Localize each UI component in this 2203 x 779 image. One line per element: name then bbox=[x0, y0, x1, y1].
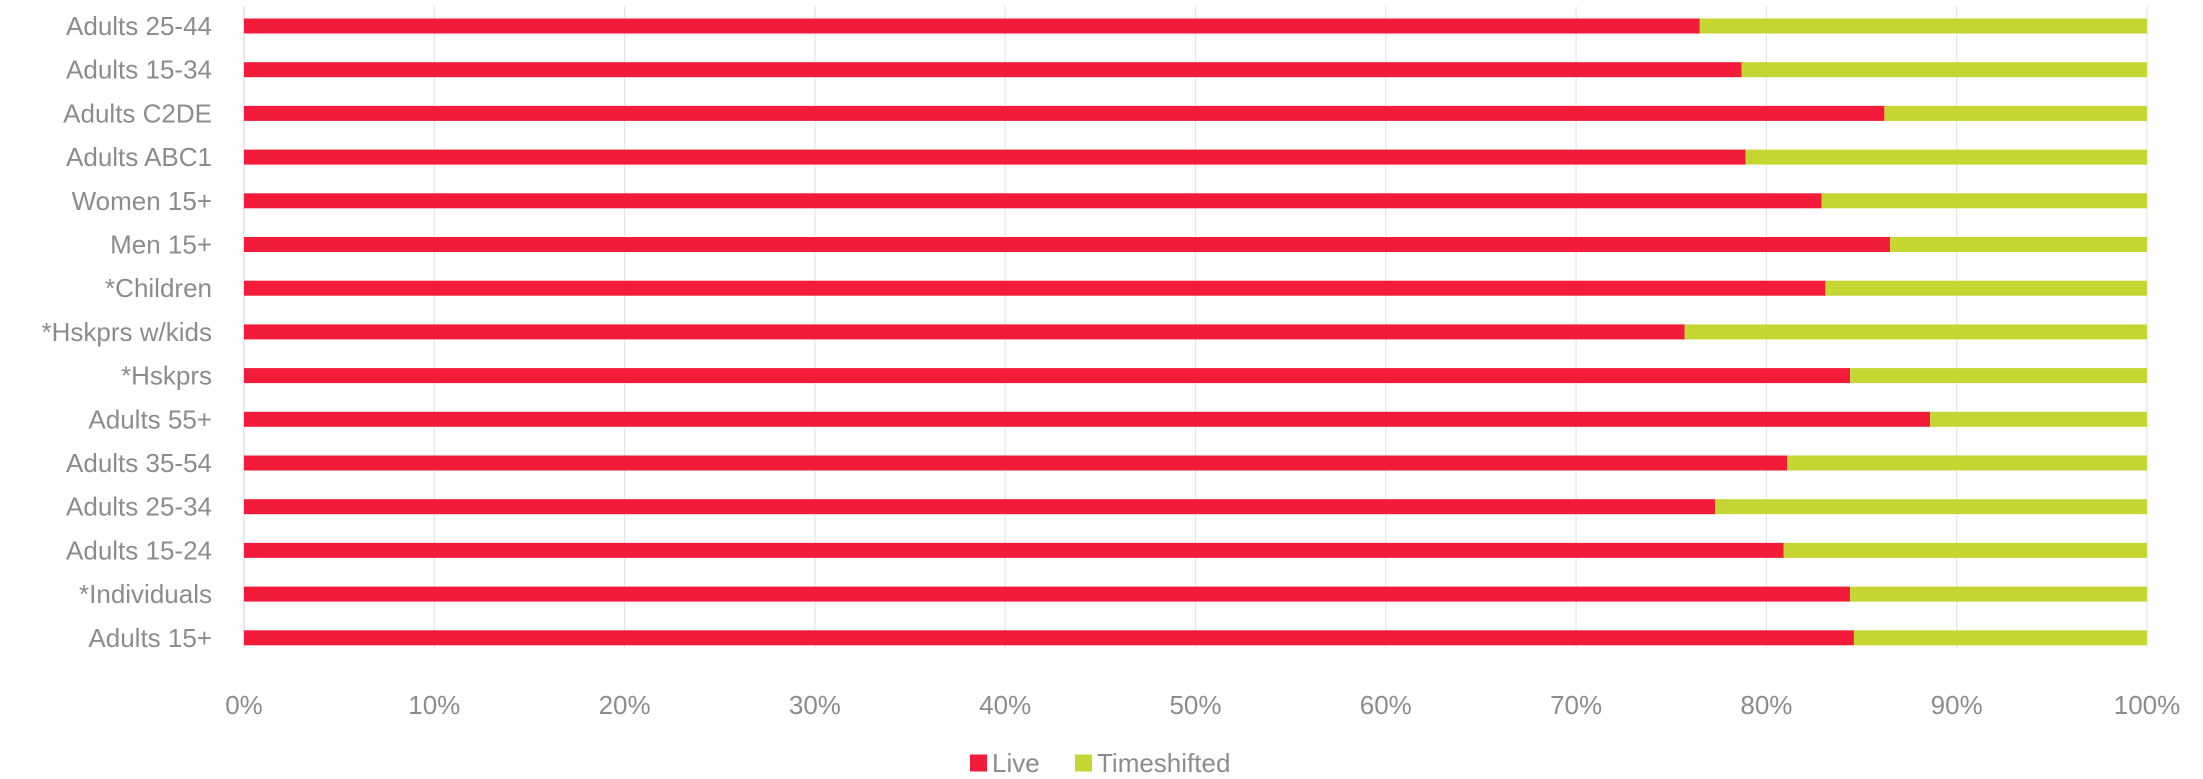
bar-live-2 bbox=[244, 105, 1885, 121]
category-label: *Hskprs bbox=[121, 361, 212, 391]
category-label: Women 15+ bbox=[72, 186, 212, 216]
bar-timeshifted-1 bbox=[1741, 62, 2147, 78]
legend: Live Timeshifted bbox=[970, 748, 1230, 778]
x-tick-label: 0% bbox=[225, 690, 263, 720]
category-label: Adults 35-54 bbox=[66, 448, 212, 478]
bar-live-3 bbox=[244, 149, 1746, 165]
bar-live-13 bbox=[244, 586, 1851, 602]
x-tick-label: 30% bbox=[789, 690, 841, 720]
category-label: Adults 15-24 bbox=[66, 535, 212, 565]
bar-timeshifted-8 bbox=[1850, 368, 2147, 384]
bar-live-10 bbox=[244, 455, 1788, 471]
legend-swatch bbox=[1075, 754, 1092, 772]
bar-live-8 bbox=[244, 368, 1851, 384]
category-label: *Individuals bbox=[79, 579, 212, 609]
x-tick-label: 90% bbox=[1931, 690, 1983, 720]
x-tick-label: 50% bbox=[1169, 690, 1221, 720]
bar-timeshifted-7 bbox=[1684, 324, 2147, 340]
x-tick-label: 100% bbox=[2114, 690, 2181, 720]
category-labels: Adults 25-44 Adults 15-34 Adults C2DE Adult… bbox=[42, 11, 212, 653]
bar-timeshifted-10 bbox=[1787, 455, 2147, 471]
bar-timeshifted-11 bbox=[1715, 499, 2147, 515]
bar-timeshifted-5 bbox=[1890, 237, 2147, 252]
bar-live-11 bbox=[244, 499, 1716, 515]
category-label: Adults 25-34 bbox=[66, 492, 212, 522]
bar-live-1 bbox=[244, 62, 1742, 78]
bar-live-14 bbox=[244, 630, 1854, 646]
category-label: Adults C2DE bbox=[63, 98, 212, 128]
x-tick-label: 70% bbox=[1550, 690, 1602, 720]
bar-timeshifted-2 bbox=[1884, 105, 2147, 121]
legend-item-live: Live bbox=[970, 748, 1040, 778]
x-tick-label: 80% bbox=[1740, 690, 1792, 720]
bar-live-7 bbox=[244, 324, 1685, 340]
category-label: Men 15+ bbox=[110, 230, 212, 260]
category-label: Adults ABC1 bbox=[66, 142, 212, 172]
legend-swatch bbox=[970, 754, 987, 772]
x-tick-label: 10% bbox=[408, 690, 460, 720]
bar-live-9 bbox=[244, 411, 1931, 427]
bar-timeshifted-6 bbox=[1825, 280, 2147, 296]
legend-label: Live bbox=[992, 748, 1040, 774]
bar-timeshifted-3 bbox=[1745, 149, 2147, 165]
x-tick-label: 20% bbox=[599, 690, 651, 720]
bar-live-12 bbox=[244, 542, 1784, 558]
bar-live-0 bbox=[244, 18, 1700, 34]
category-label: *Children bbox=[105, 273, 212, 303]
bar-timeshifted-9 bbox=[1930, 411, 2147, 427]
bars bbox=[244, 18, 2147, 646]
legend-item-timeshifted: Timeshifted bbox=[1075, 748, 1230, 778]
bar-live-4 bbox=[244, 193, 1822, 209]
category-label: Adults 15-34 bbox=[66, 55, 212, 85]
bar-timeshifted-12 bbox=[1783, 542, 2147, 558]
bar-live-6 bbox=[244, 280, 1826, 296]
category-label: Adults 15+ bbox=[88, 623, 212, 653]
x-tick-label: 40% bbox=[979, 690, 1031, 720]
x-tick-labels: 0% 10% 20% 30% 40% 50% 60% 70% 80% 90% 100% bbox=[225, 690, 2180, 720]
bar-timeshifted-14 bbox=[1853, 630, 2147, 646]
category-label: Adults 25-44 bbox=[66, 11, 212, 41]
category-label: *Hskprs w/kids bbox=[42, 317, 212, 347]
x-tick-label: 60% bbox=[1360, 690, 1412, 720]
bar-timeshifted-4 bbox=[1821, 193, 2147, 209]
bar-timeshifted-0 bbox=[1699, 18, 2147, 34]
category-label: Adults 55+ bbox=[88, 404, 212, 434]
bar-timeshifted-13 bbox=[1850, 586, 2147, 602]
bar-live-5 bbox=[244, 237, 1891, 252]
legend-label: Timeshifted bbox=[1097, 748, 1230, 774]
